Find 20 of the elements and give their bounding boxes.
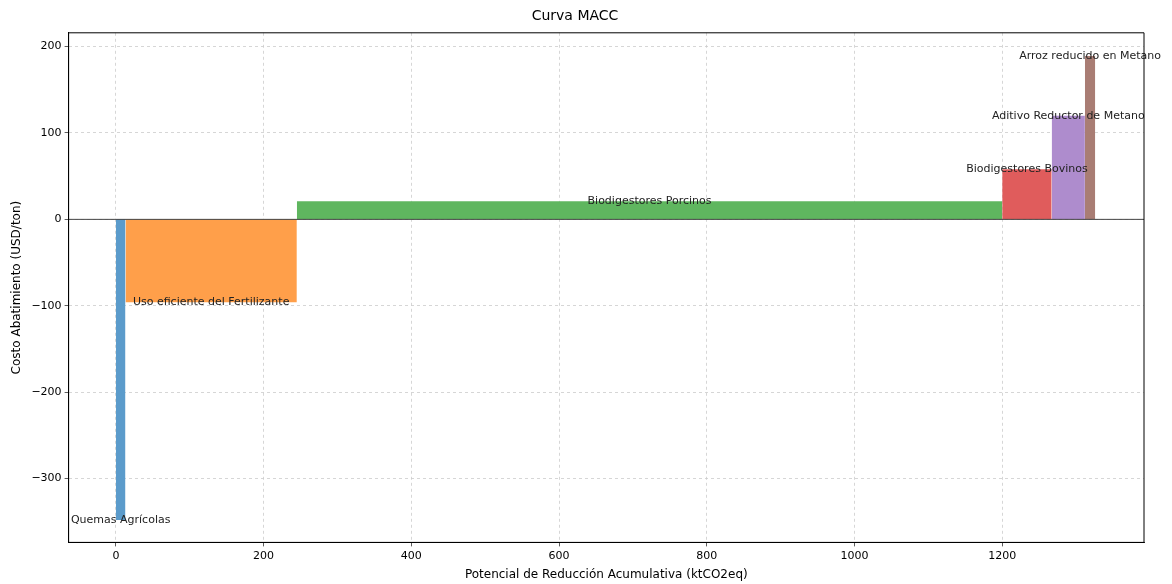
y-tick-label: 0 bbox=[54, 212, 62, 226]
x-tick-label: 1200 bbox=[988, 548, 1017, 562]
series-label: Biodigestores Porcinos bbox=[587, 194, 712, 208]
y-tick-label: −200 bbox=[31, 384, 62, 398]
y-tick-label: 100 bbox=[40, 125, 62, 139]
y-tick-label: −300 bbox=[31, 471, 62, 485]
x-tick-label: 600 bbox=[548, 548, 570, 562]
x-tick-label: 1000 bbox=[840, 548, 869, 562]
x-tick-label: 0 bbox=[112, 548, 120, 562]
x-tick-label: 200 bbox=[253, 548, 275, 562]
y-tick-label: 200 bbox=[40, 39, 62, 53]
series-label: Biodigestores Bovinos bbox=[966, 162, 1088, 176]
chart-title: Curva MACC bbox=[531, 7, 619, 24]
series-label: Quemas Agrícolas bbox=[70, 512, 171, 526]
x-tick-label: 800 bbox=[696, 548, 718, 562]
y-axis-title: Costo Abatimiento (USD/ton) bbox=[9, 200, 24, 375]
x-axis-title: Potencial de Reducción Acumulativa (ktCO2eq) bbox=[464, 566, 748, 581]
x-tick-label: 400 bbox=[400, 548, 422, 562]
y-tick-label: −100 bbox=[31, 298, 62, 312]
series-label: Uso eficiente del Fertilizante bbox=[132, 295, 290, 309]
